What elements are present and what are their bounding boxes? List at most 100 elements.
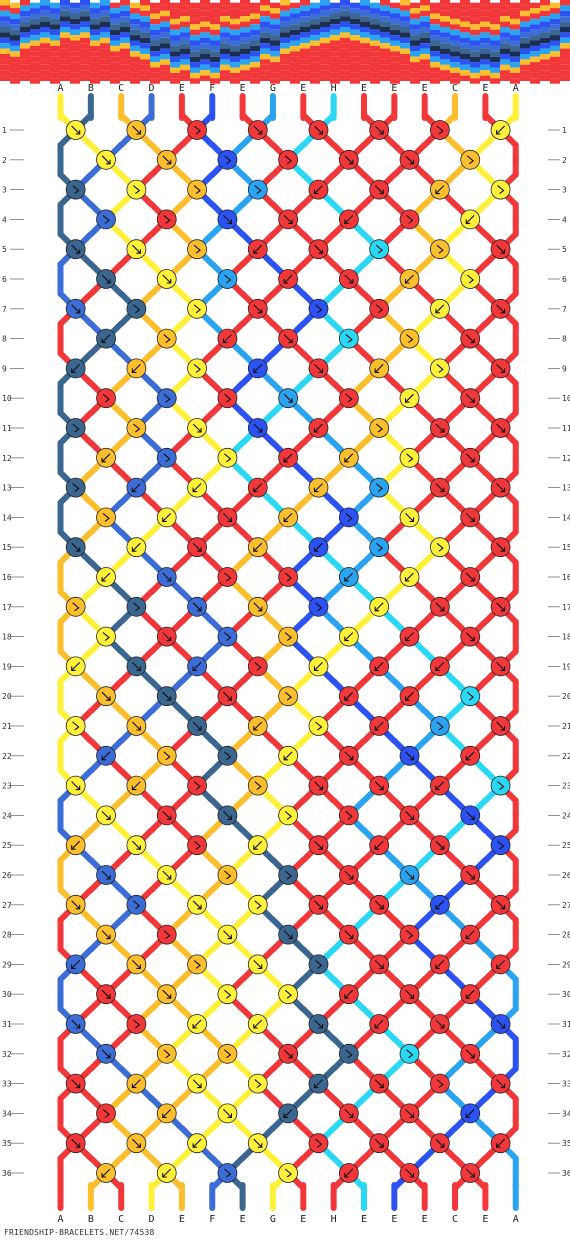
preview-stitch [140,21,150,27]
knot-arrow-icon [163,334,171,344]
preview-stitch [190,67,200,73]
row-number-left: 24 [2,811,12,820]
preview-stitch [380,21,390,27]
preview-stitch [350,13,360,19]
knot-arrow-icon [406,334,414,344]
preview-stitch [500,59,510,65]
row-number-left: 12 [2,454,12,463]
preview-stitch [160,16,170,22]
preview-stitch [500,43,510,49]
preview-stitch [80,48,90,54]
preview-stitch [0,0,10,6]
knot-arrow-icon [404,274,414,284]
preview-stitch [260,54,270,60]
preview-stitch [200,21,210,27]
knot [187,954,207,975]
preview-stitch [400,37,410,44]
knot-arrow-icon [72,423,80,433]
preview-stitch [360,16,370,22]
preview-stitch [550,8,560,14]
knot-arrow-icon [162,632,172,642]
knot-arrow-icon [436,542,444,552]
preview-stitch [540,43,550,49]
knot-arrow-icon [465,1168,475,1178]
row-number-left: 9 [2,364,7,373]
string-label-top: A [513,83,519,94]
string-label-top: E [482,83,488,94]
string-label-top: G [270,83,276,94]
preview-stitch [430,45,440,52]
knot-arrow-icon [314,1019,324,1029]
string-label-top: A [57,83,63,94]
preview-stitch [290,56,300,63]
preview-stitch [380,59,390,65]
preview-stitch [210,24,220,30]
preview-stitch [90,24,100,30]
preview-stitch [60,59,70,65]
preview-stitch [80,16,90,22]
preview-stitch [250,2,260,9]
preview-stitch [460,32,470,38]
preview-stitch [220,27,230,33]
preview-stitch [130,67,140,73]
preview-stitch [380,5,390,11]
knot-arrow-icon [345,393,353,403]
row-number-left: 18 [2,633,12,642]
preview-stitch [240,37,250,44]
preview-stitch [440,75,450,81]
preview-stitch [340,32,350,38]
preview-stitch [470,13,480,19]
preview-stitch [330,18,340,25]
preview-stitch [130,56,140,63]
row-number-right: 1 [562,126,567,135]
preview-stitch [490,2,500,9]
row-number-left: 8 [2,335,7,344]
preview-stitch [190,72,200,79]
knot-arrow-icon [162,513,172,522]
preview-stitch [20,43,30,49]
preview-stitch [210,62,220,68]
knot-arrow-icon [254,900,262,910]
preview-stitch [170,13,180,19]
knot-arrow-icon [131,1079,141,1089]
preview-stitch [150,24,160,30]
preview-stitch [440,70,450,76]
preview-stitch [310,13,320,19]
string-label-top: C [118,83,124,94]
preview-stitch [70,8,80,14]
string-label-top: E [240,83,246,94]
knot-arrow-icon [465,870,475,880]
preview-stitch [30,8,40,14]
knot [65,179,86,200]
preview-stitch [30,78,40,84]
preview-stitch [280,5,290,11]
knot-arrow-icon [253,840,263,850]
knot-arrow-icon [163,453,171,463]
knot-arrow-icon [71,781,81,791]
knot-arrow-icon [496,364,506,373]
knot-arrow-icon [284,870,293,880]
knot-arrow-icon [374,781,384,791]
preview-stitch [20,48,30,54]
knot-arrow-icon [284,632,293,642]
preview-stitch [290,45,300,52]
preview-stitch [60,70,70,76]
preview-stitch [480,21,490,27]
preview-stitch [320,5,330,11]
preview-stitch [550,56,560,63]
preview-stitch [500,21,510,27]
preview-stitch [170,72,180,79]
knot-arrow-icon [72,721,80,731]
preview-stitch [20,37,30,44]
knot-arrow-icon [284,989,293,999]
preview-stitch [290,67,300,73]
preview-stitch [350,56,360,63]
preview-stitch [280,37,290,44]
preview-stitch [260,5,270,11]
preview-stitch [530,18,540,25]
preview-stitch [340,75,350,81]
knot-arrow-icon [374,840,384,850]
preview-stitch [160,32,170,38]
knot-arrow-icon [344,572,354,582]
string-label-bottom: E [361,1214,367,1225]
